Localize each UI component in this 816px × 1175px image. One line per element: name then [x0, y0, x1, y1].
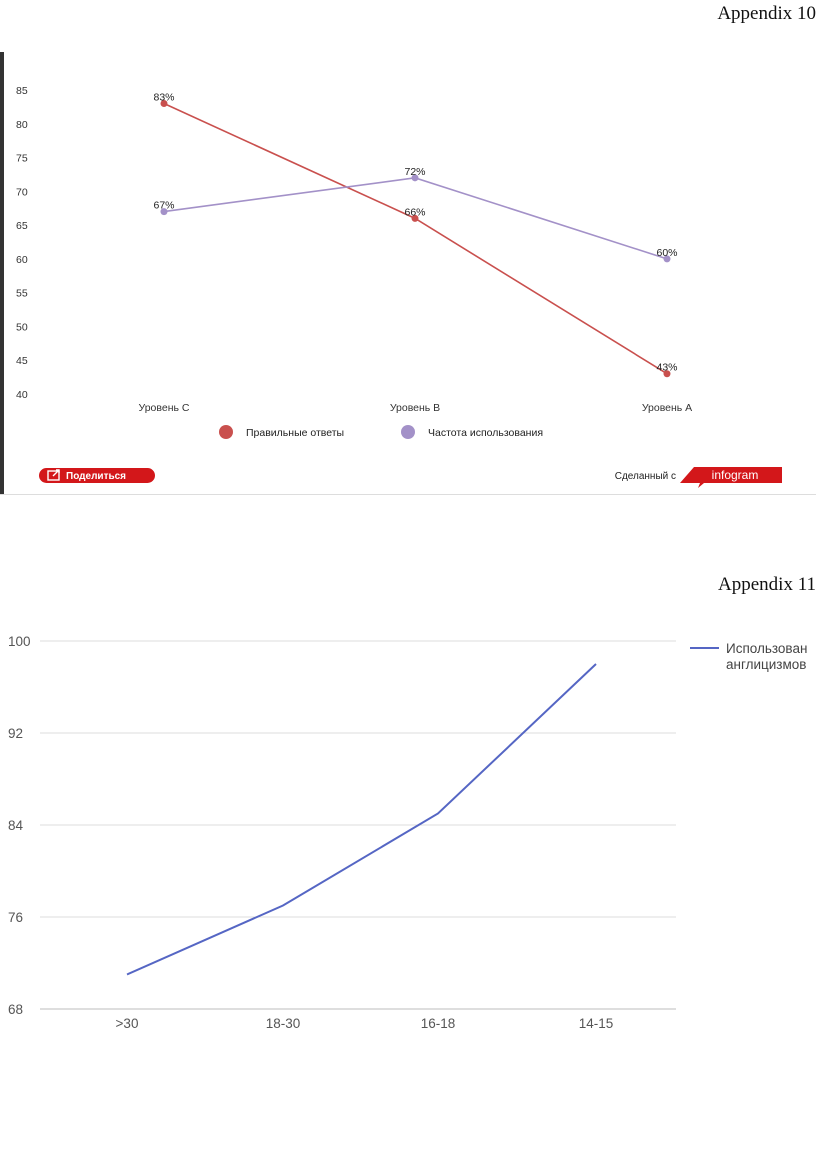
- data-point: [160, 100, 168, 108]
- data-label: 83%: [153, 92, 174, 104]
- data-label: 72%: [404, 166, 425, 178]
- x-axis: >30 18-30 16-18 14-15: [116, 1016, 614, 1031]
- series-layer: [126, 663, 597, 976]
- x-tick-label: 18-30: [266, 1016, 301, 1031]
- infogram-left-border: [0, 52, 4, 495]
- y-tick-label: 100: [8, 634, 31, 649]
- data-point: [411, 214, 419, 222]
- x-tick-label: 14-15: [579, 1016, 614, 1031]
- share-button-label: Поделиться: [66, 471, 126, 482]
- y-tick-label: 92: [8, 726, 23, 741]
- legend-marker: [401, 425, 415, 439]
- data-label: 66%: [404, 206, 425, 218]
- y-axis: 68 76 84 92 100: [8, 634, 31, 1017]
- chart-bottom-divider: [0, 494, 816, 495]
- y-tick-label: 75: [16, 153, 28, 165]
- legend-label: Частота использования: [428, 427, 543, 439]
- appendix-10-heading: Appendix 10: [717, 3, 816, 24]
- infogram-logo-text: infogram: [712, 468, 759, 482]
- appendix-11-heading: Appendix 11: [718, 574, 816, 595]
- y-tick-label: 80: [16, 119, 28, 131]
- series-line: [163, 102, 668, 375]
- y-tick-label: 65: [16, 220, 28, 232]
- x-tick-label: 16-18: [421, 1016, 456, 1031]
- share-button-bg: [39, 468, 155, 483]
- y-axis: 40 45 50 55 60 65 70 75 80 85: [16, 85, 28, 401]
- y-tick-label: 50: [16, 321, 28, 333]
- series-line: [126, 663, 597, 976]
- y-tick-label: 40: [16, 389, 28, 401]
- data-label: 67%: [153, 200, 174, 212]
- gridlines: [40, 640, 676, 1010]
- data-label: 60%: [656, 247, 677, 259]
- y-tick-label: 76: [8, 910, 23, 925]
- data-point: [160, 208, 168, 216]
- x-tick-label: Уровень С: [139, 402, 190, 414]
- chart-age-groups: 68 76 84 92 100 >30 18-30 16-18 14-15 Использов…: [8, 634, 807, 1031]
- made-with-text: Сделанный с: [615, 471, 676, 482]
- data-point: [411, 174, 419, 182]
- legend-label: Правильные ответы: [246, 427, 344, 439]
- x-tick-label: >30: [116, 1016, 139, 1031]
- share-button[interactable]: Поделиться: [39, 468, 155, 483]
- legend-label: Использован англицизмов: [726, 641, 807, 672]
- data-label: 43%: [656, 362, 677, 374]
- y-tick-label: 68: [8, 1002, 23, 1017]
- data-point: [663, 255, 671, 263]
- y-tick-label: 45: [16, 355, 28, 367]
- infogram-logo[interactable]: infogram: [680, 467, 782, 488]
- legend: Использован англицизмов: [690, 641, 807, 672]
- y-tick-label: 60: [16, 254, 28, 266]
- y-tick-label: 70: [16, 186, 28, 198]
- y-tick-label: 84: [8, 818, 24, 833]
- y-tick-label: 55: [16, 288, 28, 300]
- x-tick-label: Уровень А: [642, 402, 692, 414]
- x-tick-label: Уровень В: [390, 402, 440, 414]
- x-axis: Уровень С Уровень В Уровень А: [139, 402, 693, 414]
- data-point: [663, 370, 671, 378]
- y-tick-label: 85: [16, 85, 28, 97]
- legend: Правильные ответы Частота использования: [219, 425, 543, 439]
- series-layer: 83% 66% 43% 67% 72% 60%: [153, 92, 678, 378]
- share-icon: [47, 469, 60, 481]
- legend-marker: [219, 425, 233, 439]
- infogram-logo-bg: [680, 467, 782, 488]
